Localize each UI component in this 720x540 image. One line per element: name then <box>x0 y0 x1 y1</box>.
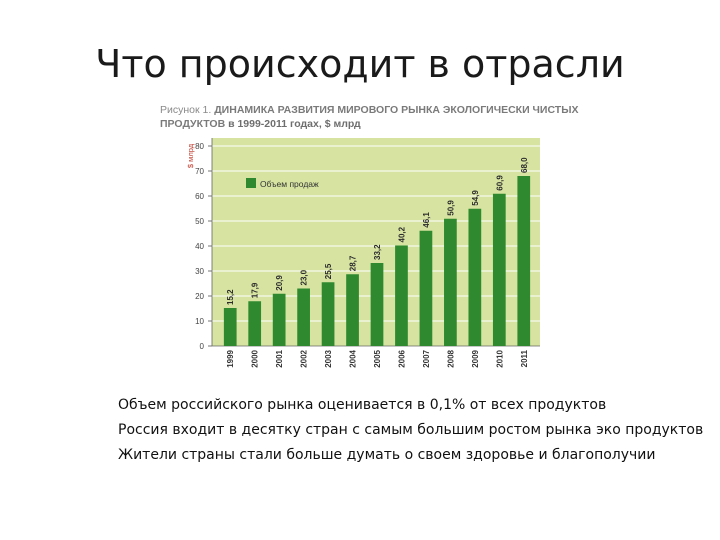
bar-value-label: 40,2 <box>397 226 406 242</box>
y-tick-label: 0 <box>200 342 205 351</box>
bar-value-label: 20,9 <box>275 275 284 291</box>
bar <box>395 245 408 346</box>
bullet-list: Объем российского рынка оценивается в 0,… <box>118 393 718 468</box>
figure-caption: Рисунок 1. ДИНАМИКА РАЗВИТИЯ МИРОВОГО РЫ… <box>160 103 590 131</box>
y-tick-label: 20 <box>195 292 204 301</box>
bullet-item: Объем российского рынка оценивается в 0,… <box>118 397 607 413</box>
y-tick-label: 40 <box>195 242 204 251</box>
figure-caption-title: ДИНАМИКА РАЗВИТИЯ МИРОВОГО РЫНКА ЭКОЛОГИ… <box>160 104 579 130</box>
bar <box>468 208 482 346</box>
y-tick-label: 30 <box>195 267 204 276</box>
x-tick-label: 2007 <box>422 349 431 367</box>
y-tick-label: 50 <box>195 217 204 226</box>
chart-root: 0 10 20 30 40 50 60 70 80$ млрд 15,2 1999 17,9 2000 2… <box>186 138 540 368</box>
figure-caption-suffix: в 1999-2011 годах, $ млрд <box>228 118 361 130</box>
legend-label: Объем продаж <box>260 179 319 189</box>
bar-value-label: 28,7 <box>349 255 358 271</box>
x-tick-label: 2002 <box>300 349 309 367</box>
x-tick-label: 2008 <box>446 349 455 367</box>
bar <box>419 230 433 346</box>
bar <box>517 176 531 346</box>
bar-value-label: 25,5 <box>324 263 333 279</box>
bar-value-label: 54,9 <box>471 190 480 206</box>
bar-value-label: 33,2 <box>373 244 382 260</box>
bar <box>444 218 457 346</box>
figure-caption-prefix: Рисунок 1. <box>160 104 212 116</box>
bar <box>321 282 335 346</box>
x-tick-label: 2000 <box>251 349 260 367</box>
bar-value-label: 50,9 <box>446 200 455 216</box>
bar <box>346 274 359 346</box>
x-tick-label: 2004 <box>349 349 358 367</box>
bar <box>370 263 384 346</box>
bar <box>248 301 262 346</box>
y-tick-label: 80 <box>195 142 204 151</box>
x-tick-label: 2005 <box>373 349 382 367</box>
x-tick-label: 1999 <box>226 349 235 367</box>
y-axis-label: $ млрд <box>186 143 195 168</box>
bar-value-label: 60,9 <box>495 175 504 191</box>
bar-value-label: 23,0 <box>300 269 309 285</box>
y-tick-label: 70 <box>195 167 204 176</box>
bar-value-label: 46,1 <box>422 212 431 228</box>
x-tick-label: 2001 <box>275 349 284 367</box>
bar-value-label: 68,0 <box>520 157 529 173</box>
bar <box>272 293 286 346</box>
slide-title: Что происходит в отрасли <box>95 42 625 86</box>
x-tick-label: 2009 <box>471 349 480 367</box>
bar-value-label: 17,9 <box>251 282 260 298</box>
bar <box>492 193 506 346</box>
bullet-item: Россия входит в десятку стран с самым бо… <box>118 422 704 438</box>
x-tick-label: 2006 <box>397 349 406 367</box>
x-tick-label: 2010 <box>495 349 504 367</box>
y-tick-label: 10 <box>195 317 204 326</box>
x-tick-label: 2011 <box>520 349 529 367</box>
x-tick-label: 2003 <box>324 349 333 367</box>
bar-value-label: 15,2 <box>226 289 235 305</box>
bar <box>223 308 237 346</box>
bullet-item: Жители страны стали больше думать о свое… <box>118 447 656 463</box>
bar <box>297 288 310 346</box>
y-tick-label: 60 <box>195 192 204 201</box>
bar-chart: 0 10 20 30 40 50 60 70 80$ млрд 15,2 1999 17,9 2000 2… <box>186 138 540 368</box>
legend-swatch <box>246 178 256 188</box>
